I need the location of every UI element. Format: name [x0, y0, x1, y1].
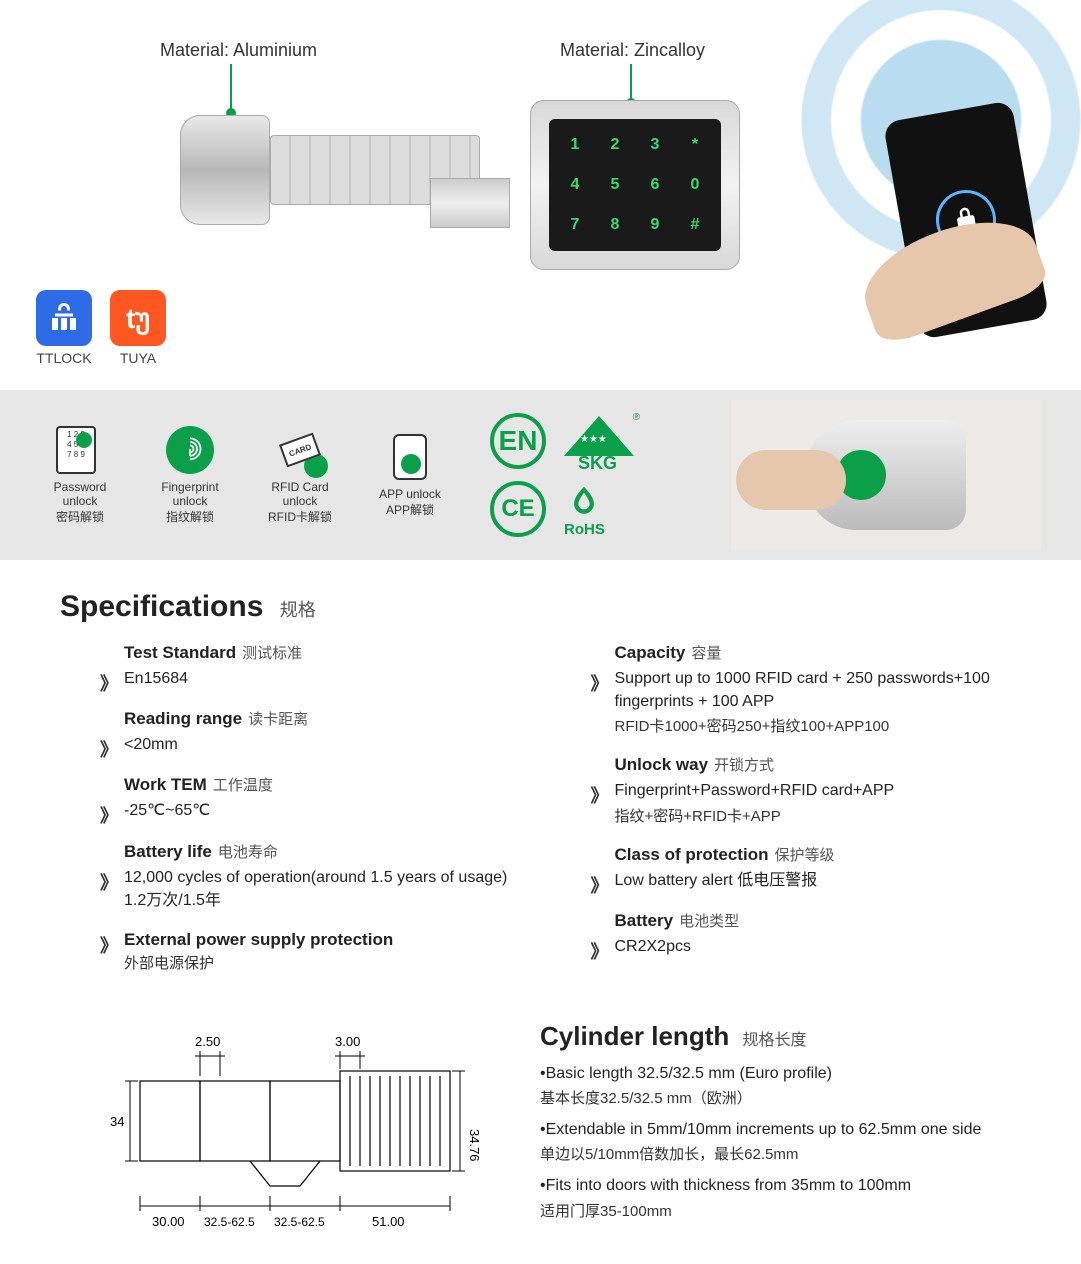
feature-strip: 1 2 34 5 67 8 9 Password unlock 密码解锁 Fin… — [0, 390, 1081, 560]
cylinder-graphic — [180, 110, 520, 230]
dim-32a: 32.5-62.5 — [204, 1215, 255, 1229]
dim-34-76: 34.76 — [467, 1129, 482, 1162]
spec-battery-life: Battery life电池寿命 》 12,000 cycles of oper… — [100, 841, 531, 912]
key: * — [677, 127, 713, 163]
feature-label-cn: RFID卡解锁 — [268, 508, 332, 525]
ttlock-label: TTLOCK — [36, 350, 91, 366]
lower-section: 2.50 3.00 34 34.76 30.00 32.5-62.5 — [0, 1011, 1081, 1264]
card-icon: CARD — [276, 426, 324, 474]
key: 3 — [637, 127, 673, 163]
fingerprint-icon — [166, 426, 214, 474]
specs-title: Specifications 规格 — [60, 590, 1021, 624]
hero-section: Material: Aluminium Material: Zincalloy … — [0, 0, 1081, 280]
cyl-bullet-2: •Extendable in 5mm/10mm increments up to… — [540, 1118, 1021, 1141]
cyl-bullet-3: •Fits into doors with thickness from 35m… — [540, 1174, 1021, 1197]
cam-graphic — [430, 178, 510, 228]
callout-line-right — [630, 64, 632, 100]
feature-label-en: APP unlock — [379, 487, 441, 501]
spec-unlock-way: Unlock way开锁方式 》 Fingerprint+Password+RF… — [591, 754, 1022, 825]
feature-label-en: Password unlock — [40, 480, 120, 508]
key: 7 — [557, 207, 593, 243]
key: 5 — [597, 167, 633, 203]
tuya-icon: tუ — [110, 290, 166, 346]
keypad-graphic: 1 2 3 * 4 5 6 0 7 8 9 # — [530, 100, 740, 270]
tuya-badge: tუ TUYA — [110, 290, 166, 366]
wireless-graphic — [781, 0, 1081, 280]
key: 0 — [677, 167, 713, 203]
key: 8 — [597, 207, 633, 243]
ce-badge: CE — [490, 481, 546, 537]
cylinder-length-title: Cylinder length 规格长度 — [540, 1021, 1021, 1052]
spec-battery: Battery电池类型 》 CR2X2pcs — [591, 910, 1022, 958]
specs-right-column: Capacity容量 》 Support up to 1000 RFID car… — [591, 642, 1022, 991]
certifications: EN CE ★★★ SKG ® RoHS — [490, 413, 634, 537]
key: 1 — [557, 127, 593, 163]
key: 9 — [637, 207, 673, 243]
spec-class-protection: Class of protection保护等级 》 Low battery al… — [591, 844, 1022, 892]
feature-label-cn: 指纹解锁 — [166, 508, 214, 525]
key: # — [677, 207, 713, 243]
fp-finger — [736, 450, 846, 510]
key: 6 — [637, 167, 673, 203]
dim-51: 51.00 — [372, 1214, 405, 1229]
ttlock-badge: TTLOCK — [36, 290, 92, 366]
password-icon: 1 2 34 5 67 8 9 — [56, 426, 104, 474]
feature-label-cn: 密码解锁 — [56, 508, 104, 525]
dim-32b: 32.5-62.5 — [274, 1215, 325, 1229]
app-badges: TTLOCK tუ TUYA — [36, 290, 166, 366]
feature-rfid: CARD RFID Card unlock RFID卡解锁 — [260, 426, 340, 525]
feature-label-en: RFID Card unlock — [260, 480, 340, 508]
tuya-label: TUYA — [120, 350, 156, 366]
dim-2-50: 2.50 — [195, 1034, 220, 1049]
skg-badge: ★★★ SKG ® — [564, 416, 634, 472]
feature-label-en: Fingerprint unlock — [150, 480, 230, 508]
rohs-badge: RoHS — [564, 484, 624, 534]
specs-left-column: Test Standard测试标准 》 En15684 Reading rang… — [100, 642, 531, 991]
cylinder-length-section: Cylinder length 规格长度 •Basic length 32.5/… — [540, 1021, 1021, 1244]
feature-app: APP unlock APP解锁 — [370, 433, 450, 518]
knob-graphic — [180, 115, 270, 225]
material-aluminium-label: Material: Aluminium — [160, 40, 317, 61]
fingerprint-usage-graphic — [731, 400, 1041, 550]
app-icon — [386, 433, 434, 481]
spec-work-tem: Work TEM工作温度 》 -25℃~65℃ — [100, 774, 531, 822]
feature-password: 1 2 34 5 67 8 9 Password unlock 密码解锁 — [40, 426, 120, 525]
spec-capacity: Capacity容量 》 Support up to 1000 RFID car… — [591, 642, 1022, 736]
cyl-bullet-1: •Basic length 32.5/32.5 mm (Euro profile… — [540, 1062, 1021, 1085]
keypad-screen: 1 2 3 * 4 5 6 0 7 8 9 # — [549, 119, 721, 251]
key: 2 — [597, 127, 633, 163]
ttlock-icon — [36, 290, 92, 346]
key: 4 — [557, 167, 593, 203]
en-badge: EN — [490, 413, 546, 469]
spec-test-standard: Test Standard测试标准 》 En15684 — [100, 642, 531, 690]
dim-3-00: 3.00 — [335, 1034, 360, 1049]
feature-fingerprint: Fingerprint unlock 指纹解锁 — [150, 426, 230, 525]
dim-34: 34 — [110, 1114, 124, 1129]
specs-section: Specifications 规格 Test Standard测试标准 》 En… — [0, 560, 1081, 1011]
dim-30: 30.00 — [152, 1214, 185, 1229]
spec-external-power: 》 External power supply protection 外部电源保… — [100, 930, 531, 973]
fp-knob — [806, 420, 966, 530]
technical-drawing: 2.50 3.00 34 34.76 30.00 32.5-62.5 — [100, 1021, 500, 1244]
callout-line-left — [230, 64, 232, 110]
material-zincalloy-label: Material: Zincalloy — [560, 40, 705, 61]
spec-reading-range: Reading range读卡距离 》 <20mm — [100, 708, 531, 756]
feature-label-cn: APP解锁 — [386, 501, 434, 518]
